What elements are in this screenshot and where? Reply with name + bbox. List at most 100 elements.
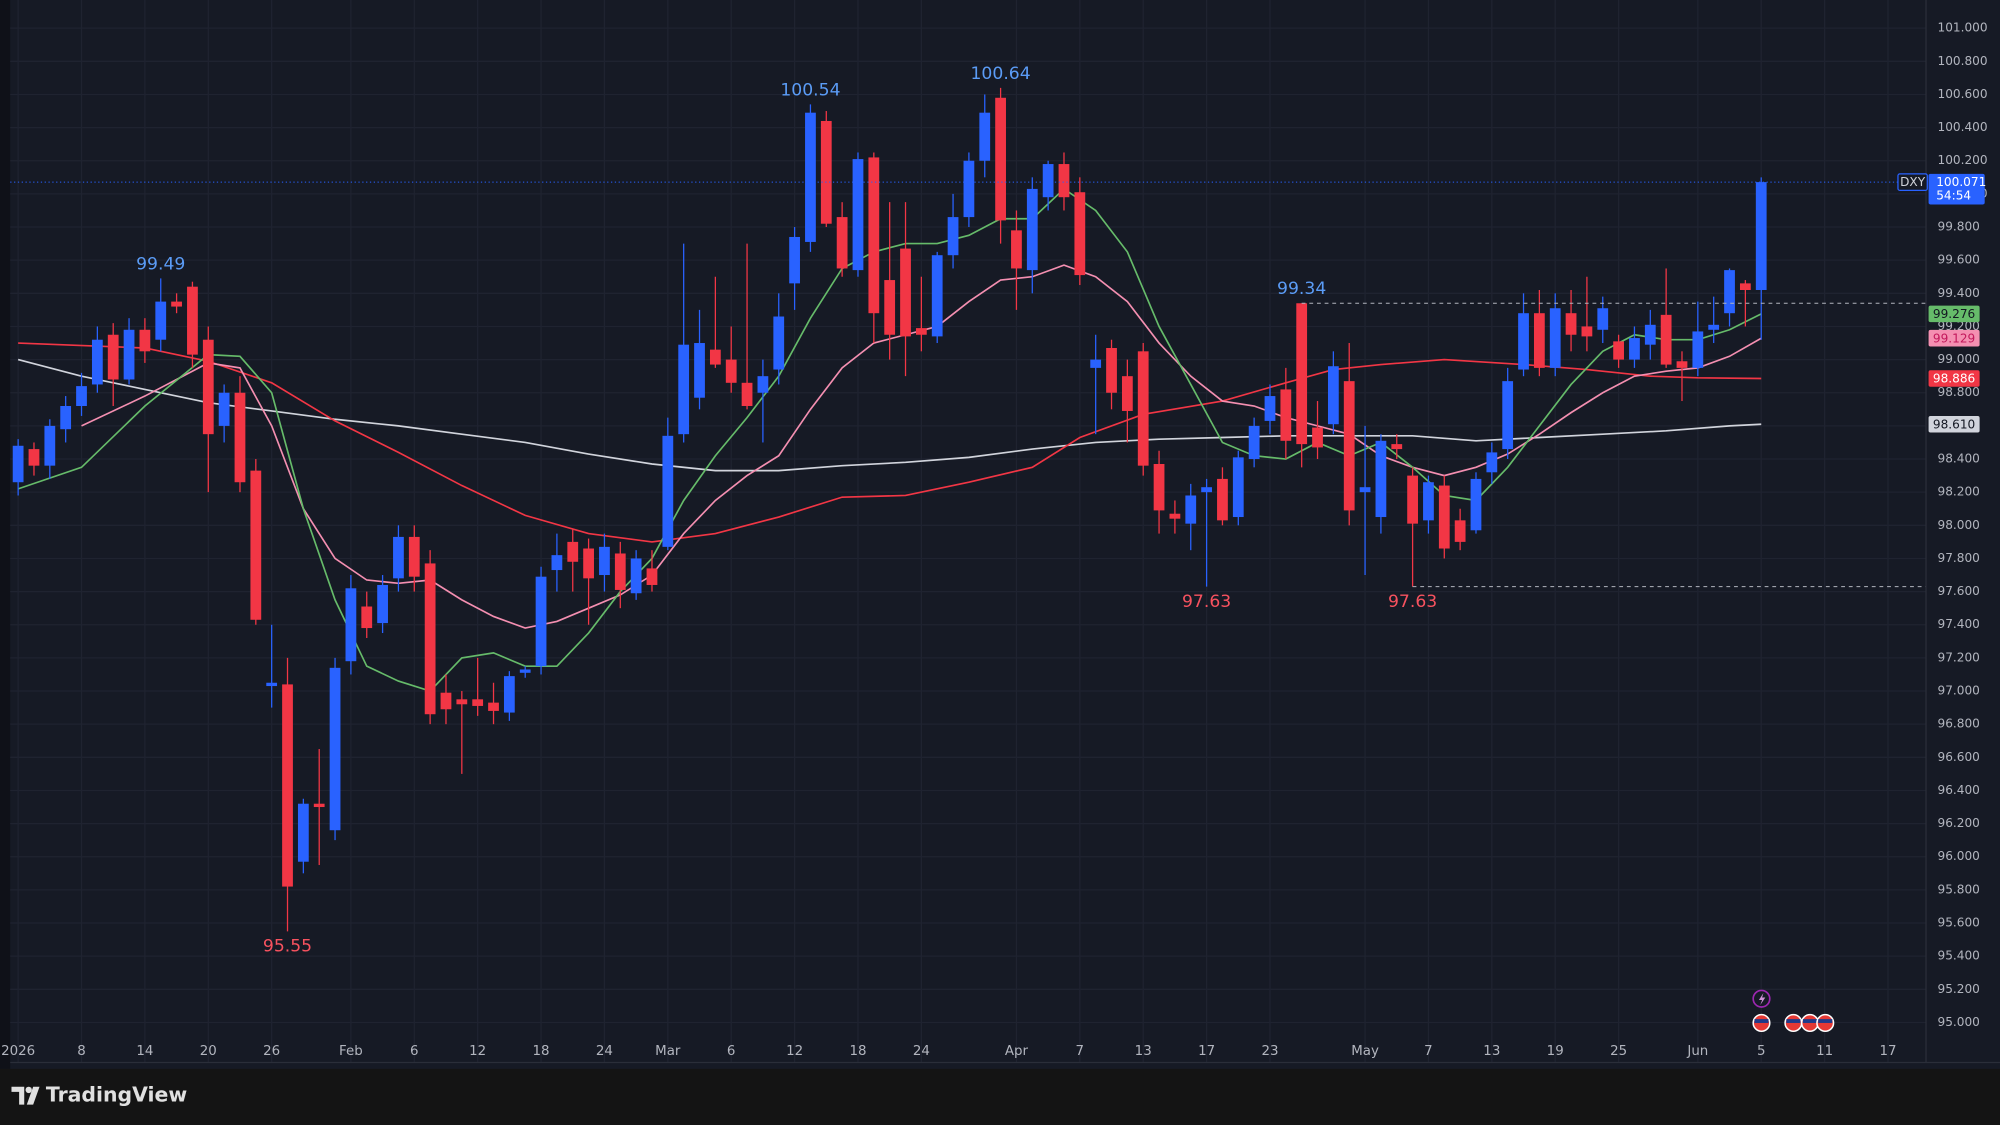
brand-name: TradingView <box>46 1083 187 1107</box>
candle-body <box>155 301 167 340</box>
y-tick-label: 100.200 <box>1938 153 1988 167</box>
price-tag <box>1928 415 1980 433</box>
x-tick-label: Jun <box>1686 1044 1708 1059</box>
candle-body <box>519 669 531 673</box>
candle-body <box>884 280 896 335</box>
candle-body <box>1074 192 1086 276</box>
last-price-tag <box>1928 173 1985 205</box>
x-tick-label: 12 <box>786 1044 803 1059</box>
extreme-label: 99.34 <box>1277 279 1326 299</box>
candle-body <box>1106 348 1117 393</box>
candle-body <box>1121 376 1133 411</box>
candle-body <box>12 445 24 483</box>
candle-body <box>1407 475 1418 524</box>
candle-body <box>995 97 1006 221</box>
flag-icons[interactable] <box>1752 1013 1835 1033</box>
x-tick-label: 13 <box>1135 1044 1152 1059</box>
y-tick-label: 100.600 <box>1938 87 1988 101</box>
flag-icon[interactable] <box>1816 1013 1835 1033</box>
candle-body <box>694 343 705 398</box>
y-tick-label: 97.800 <box>1938 551 1980 565</box>
y-tick-label: 97.000 <box>1938 684 1980 698</box>
price-tag <box>1928 329 1980 347</box>
candle-body <box>614 553 626 590</box>
x-tick-label: Feb <box>339 1044 363 1059</box>
candle-body <box>1565 313 1577 335</box>
candle-body <box>234 392 246 483</box>
flag-icon[interactable] <box>1752 1013 1771 1033</box>
x-tick-label: 26 <box>263 1044 280 1059</box>
price-tag-label: 99.276 <box>1933 307 1975 321</box>
candle-body <box>551 555 563 571</box>
candle-body <box>979 112 991 161</box>
x-tick-label: 18 <box>849 1044 866 1059</box>
x-tick-label: 12 <box>469 1044 486 1059</box>
extreme-label: 100.64 <box>970 64 1030 84</box>
x-tick-label: 6 <box>410 1044 419 1059</box>
candle-body <box>1137 351 1149 466</box>
candle-body <box>1217 478 1228 521</box>
candle-body <box>757 376 769 393</box>
candle-body <box>1581 326 1593 337</box>
candle-body <box>1486 452 1498 473</box>
x-tick-label: 17 <box>1198 1044 1215 1059</box>
candle-body <box>393 536 404 579</box>
symbol-label: DXY <box>1900 175 1926 189</box>
left-border <box>0 0 11 1069</box>
candle-body <box>852 159 864 271</box>
y-tick-label: 96.800 <box>1938 717 1980 731</box>
y-tick-label: 99.400 <box>1938 286 1980 300</box>
y-tick-label: 95.000 <box>1938 1015 1980 1029</box>
candle-body <box>503 676 515 713</box>
candle-body <box>662 435 674 547</box>
x-tick-label: 25 <box>1610 1044 1627 1059</box>
candle-body <box>630 558 642 594</box>
candle-body <box>440 692 452 710</box>
x-tick-label: 2026 <box>1 1044 35 1059</box>
x-tick-label: 13 <box>1483 1044 1500 1059</box>
candle-body <box>1042 164 1054 198</box>
moving-average-line <box>17 187 1762 692</box>
brand-logo[interactable]: TradingView <box>11 1083 187 1107</box>
candle-body <box>789 236 800 284</box>
x-tick-label: 14 <box>136 1044 153 1059</box>
y-tick-label: 99.800 <box>1938 220 1980 234</box>
logo-dot <box>25 1086 32 1094</box>
candle-body <box>567 541 579 562</box>
logo-mark <box>11 1086 40 1105</box>
y-tick-label: 96.600 <box>1938 750 1980 764</box>
candle-body <box>1629 338 1640 360</box>
x-tick-label: Mar <box>655 1044 681 1059</box>
candle-body <box>1185 495 1197 524</box>
y-tick-label: 101.000 <box>1938 21 1988 35</box>
candle-body <box>456 699 468 705</box>
event-icons <box>1752 989 1835 1033</box>
y-tick-label: 97.200 <box>1938 650 1980 664</box>
flag-icon[interactable] <box>1800 1013 1820 1033</box>
flag-icon[interactable] <box>1784 1013 1803 1033</box>
extreme-label: 97.63 <box>1388 592 1437 612</box>
candle-body <box>709 349 721 365</box>
x-tick-label: 24 <box>596 1044 613 1059</box>
candle-body <box>963 160 975 218</box>
candle-body <box>1296 303 1308 445</box>
candle-body <box>1518 313 1529 370</box>
price-tag <box>1928 305 1980 323</box>
candle-body <box>1090 359 1102 368</box>
y-tick-label: 95.400 <box>1938 949 1980 963</box>
candle-body <box>91 339 103 385</box>
candle-body <box>202 339 214 435</box>
y-tick-label: 99.200 <box>1938 319 1980 333</box>
candle-body <box>1533 313 1545 368</box>
footer-bar <box>0 1068 2000 1125</box>
y-tick-label: 95.600 <box>1938 916 1980 930</box>
y-tick-label: 99.000 <box>1938 352 1980 366</box>
candle-body <box>171 301 182 307</box>
candle-body <box>60 405 72 430</box>
candle-body <box>583 548 594 579</box>
y-tick-label: 98.200 <box>1938 485 1980 499</box>
x-tick-label: 5 <box>1757 1044 1766 1059</box>
candle-body <box>1708 324 1720 330</box>
y-tick-label: 98.800 <box>1938 385 1980 399</box>
